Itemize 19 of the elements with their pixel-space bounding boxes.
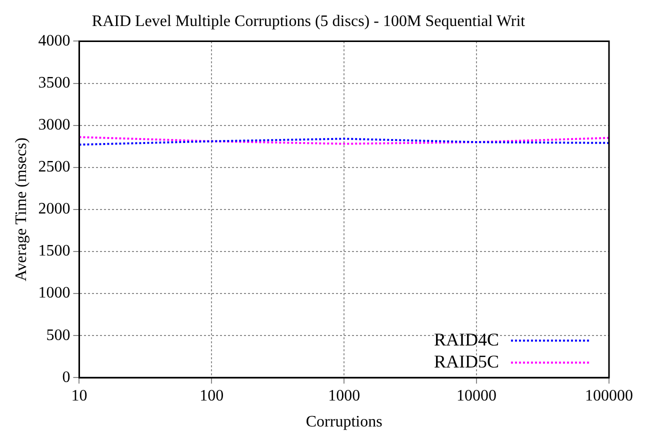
y-axis-title: Average Time (msecs) — [12, 138, 30, 282]
y-tick-label: 500 — [46, 326, 70, 344]
x-tick-label: 100 — [200, 387, 224, 404]
y-tick-label: 3000 — [38, 116, 70, 134]
y-tick-label: 4000 — [38, 32, 70, 50]
y-tick-label: 1000 — [38, 284, 70, 302]
x-axis-title: Corruptions — [306, 414, 382, 431]
chart-title: RAID Level Multiple Corruptions (5 discs) - 100M Sequential Writ — [92, 12, 526, 30]
legend-label: RAID4C — [434, 329, 499, 350]
x-tick-label: 100000 — [585, 387, 633, 404]
legend-label: RAID5C — [434, 351, 499, 372]
y-tick-label: 1500 — [38, 242, 70, 260]
y-tick-label: 3500 — [38, 74, 70, 92]
x-tick-label: 10000 — [456, 387, 497, 404]
y-tick-label: 2500 — [38, 158, 70, 176]
y-tick-label: 0 — [62, 368, 70, 386]
y-tick-label: 2000 — [38, 200, 70, 218]
x-tick-label: 1000 — [328, 387, 360, 404]
x-tick-label: 10 — [71, 387, 88, 404]
